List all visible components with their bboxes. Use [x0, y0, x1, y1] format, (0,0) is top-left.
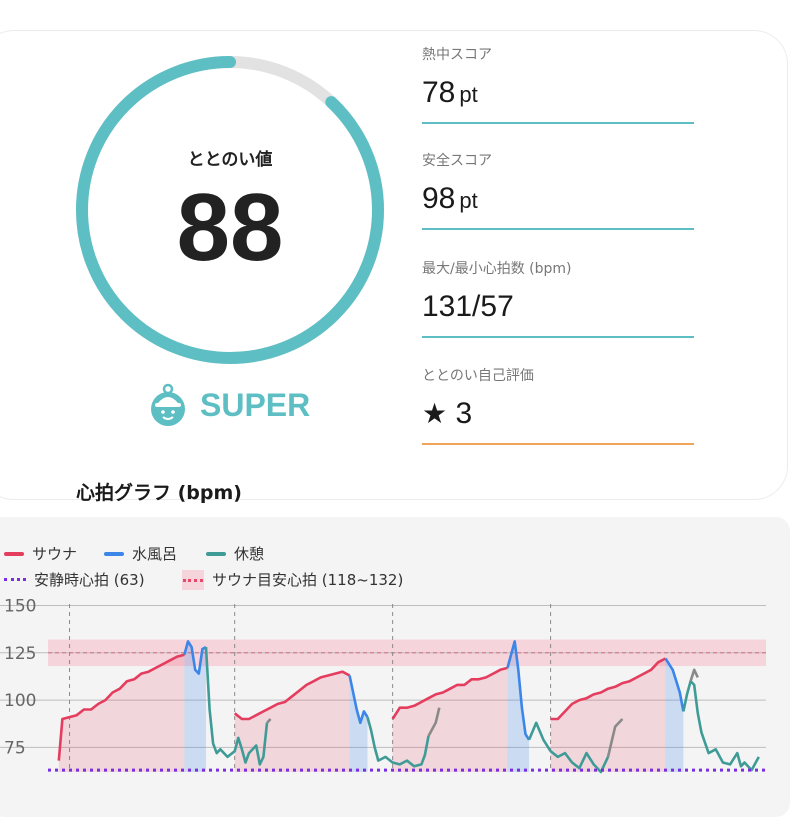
- series-line: [682, 679, 760, 772]
- series-line: [527, 721, 610, 774]
- series-line: [606, 718, 624, 758]
- series-area: [58, 654, 185, 772]
- heart-rate-range-label: 最大/最小心拍数 (bpm): [422, 261, 572, 277]
- score-value: 88: [176, 174, 284, 281]
- legend-sauna: サウナ: [4, 543, 77, 564]
- series-line: [348, 675, 369, 725]
- legend-sauna-label: サウナ: [32, 545, 78, 563]
- score-title: ととのい値: [187, 150, 273, 170]
- legend-rest: 休憩: [206, 543, 264, 564]
- divider: [422, 228, 694, 230]
- series-line: [204, 647, 269, 766]
- heart-rate-chart: 75 100 125 150: [0, 596, 766, 774]
- heat-score-value: 78 pt: [422, 76, 478, 110]
- divider: [422, 122, 694, 124]
- legend-resting-hr: 安静時心拍 (63): [4, 569, 145, 590]
- graph-panel: [0, 517, 790, 817]
- series-area: [392, 667, 508, 772]
- series-line: [550, 657, 667, 721]
- series-line: [183, 640, 207, 675]
- level-label: SUPER: [200, 386, 311, 423]
- safety-score-value: 98 pt: [422, 182, 478, 216]
- series-line: [233, 670, 351, 721]
- legend-rest-swatch: [206, 551, 226, 556]
- legend-rest-label: 休憩: [234, 545, 265, 563]
- self-rating-number: 3: [455, 397, 473, 430]
- y-tick-label: 125: [4, 644, 36, 664]
- heat-score-number: 78: [422, 76, 456, 109]
- y-tick-label: 75: [4, 738, 26, 758]
- safety-score-unit: pt: [459, 188, 478, 213]
- graph-title: 心拍グラフ (bpm): [76, 482, 242, 504]
- level-badge: SUPER: [148, 380, 310, 430]
- safety-score-number: 98: [422, 182, 456, 215]
- series-line: [391, 666, 508, 720]
- series-line: [506, 640, 531, 741]
- legend-cold-bath-label: 水風呂: [132, 545, 178, 563]
- series-line: [57, 653, 185, 761]
- legend-target-zone-swatch: [182, 569, 204, 590]
- legend-resting-hr-swatch: [4, 578, 26, 581]
- y-tick-label: 100: [4, 691, 36, 711]
- series-line: [266, 718, 272, 724]
- y-tick-label: 150: [4, 596, 36, 616]
- self-rating-label: ととのい自己評価: [422, 368, 534, 384]
- series-area: [234, 671, 350, 772]
- series-area: [550, 658, 666, 772]
- sauna-hat-icon: [151, 383, 185, 426]
- score-ring-progress: [76, 56, 384, 364]
- legend-cold-bath-swatch: [104, 551, 124, 556]
- score-ring: [70, 50, 390, 370]
- divider: [422, 443, 694, 445]
- legend-target-zone: サウナ目安心拍 (118~132): [182, 569, 403, 590]
- heat-score-unit: pt: [459, 82, 478, 107]
- legend-target-zone-label: サウナ目安心拍 (118~132): [212, 571, 404, 589]
- safety-score-label: 安全スコア: [422, 153, 492, 169]
- series-line: [664, 657, 685, 712]
- legend-resting-hr-label: 安静時心拍 (63): [34, 571, 145, 589]
- series-line: [427, 707, 441, 737]
- heart-rate-range-value: 131/57: [422, 290, 514, 323]
- series-line: [689, 668, 699, 682]
- divider: [422, 336, 694, 338]
- series-area: [507, 641, 530, 772]
- heat-score-label: 熱中スコア: [422, 47, 492, 63]
- star-icon: ★: [422, 398, 448, 429]
- legend-sauna-swatch: [4, 551, 24, 556]
- series-line: [366, 716, 430, 768]
- summary-card: [0, 30, 788, 500]
- self-rating-value: ★ 3: [422, 397, 472, 431]
- series-area: [184, 641, 206, 772]
- legend-cold-bath: 水風呂: [104, 543, 177, 564]
- series-area: [665, 658, 684, 772]
